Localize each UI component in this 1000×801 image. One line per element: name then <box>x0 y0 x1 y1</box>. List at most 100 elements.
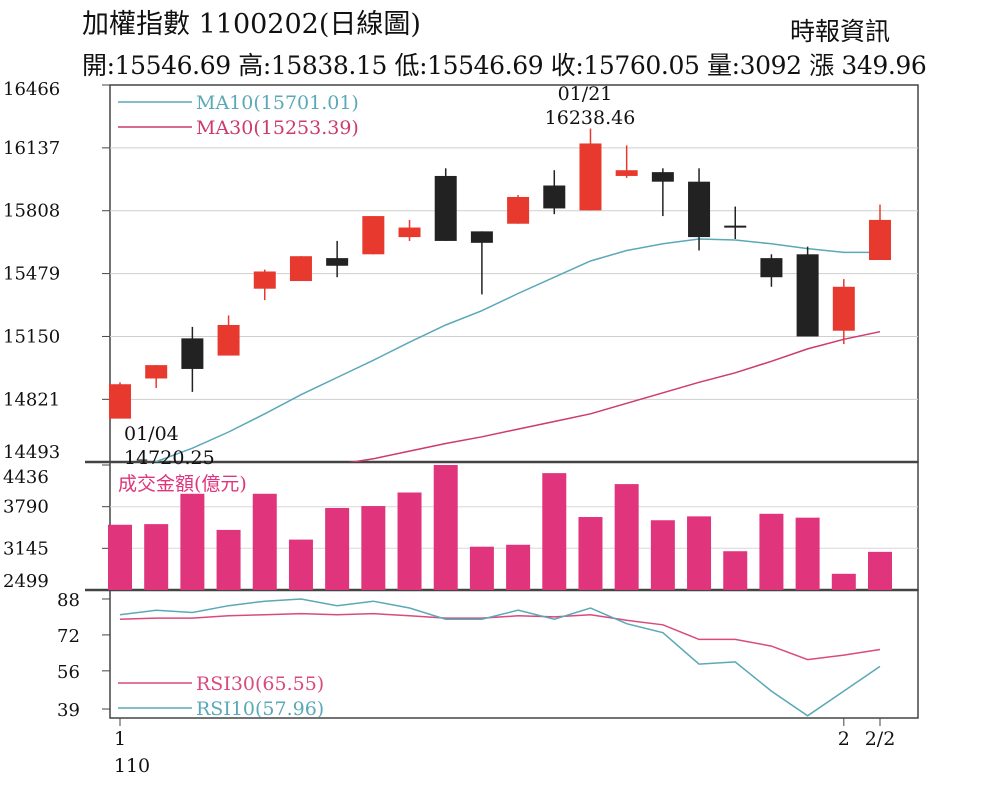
candle-body <box>434 175 457 241</box>
volume-bar <box>397 492 422 590</box>
candle-body <box>760 258 783 278</box>
candle-body <box>651 172 674 182</box>
volume-bar <box>687 516 712 590</box>
candle <box>181 326 204 392</box>
x-tick-label: 1 <box>114 728 126 750</box>
volume-bar <box>723 551 748 590</box>
volume-bar <box>144 524 169 590</box>
candle <box>217 315 240 356</box>
volume-bar <box>650 520 675 590</box>
candle <box>398 219 421 241</box>
price-tick-label: 15479 <box>3 264 60 285</box>
x-tick-label: 2 <box>838 728 850 750</box>
chart-title: 加權指數 1100202(日線圖) <box>82 9 421 40</box>
candle-body <box>362 216 385 255</box>
candle-body <box>615 170 638 176</box>
candle-body <box>109 384 131 419</box>
high-annotation-value: 16238.46 <box>545 107 636 129</box>
candle <box>869 204 891 261</box>
ma30-line <box>348 330 881 462</box>
ohlc-summary: 開:15546.69 高:15838.15 低:15546.69 收:15760… <box>82 51 927 80</box>
ma10-line <box>153 238 880 462</box>
ma30-legend-label: MA30(15253.39) <box>196 117 359 139</box>
candle <box>109 382 131 419</box>
candle-body <box>579 143 602 211</box>
volume-bar <box>252 493 277 590</box>
low-annotation-value: 14720.25 <box>124 447 215 469</box>
candle-body <box>289 256 312 282</box>
low-annotation-date: 01/04 <box>124 423 179 445</box>
volume-tick-label: 3790 <box>3 497 49 518</box>
candle <box>434 168 457 241</box>
candle <box>253 269 276 301</box>
candle <box>724 206 747 240</box>
volume-bar <box>180 493 205 590</box>
volume-bar <box>831 573 856 590</box>
candle-body <box>869 219 891 261</box>
candle-body <box>724 225 747 228</box>
volume-bar <box>759 513 784 590</box>
volume-bar <box>614 484 639 590</box>
candle-body <box>832 286 855 331</box>
ma10-legend-label: MA10(15701.01) <box>196 92 359 114</box>
high-annotation-date: 01/21 <box>558 83 613 105</box>
volume-bar <box>361 506 386 590</box>
volume-bar <box>216 529 241 590</box>
volume-bar <box>542 473 567 590</box>
price-tick-label: 14493 <box>3 442 60 463</box>
volume-tick-label: 3145 <box>3 538 49 559</box>
volume-bar <box>288 539 313 590</box>
candle <box>543 170 566 215</box>
volume-tick-label: 2499 <box>3 571 49 592</box>
candle <box>507 195 530 224</box>
candle-body <box>507 196 530 224</box>
candle <box>145 365 168 389</box>
candle <box>289 256 312 282</box>
candle <box>651 168 674 217</box>
source-label: 時報資訊 <box>790 17 891 46</box>
volume-bar <box>433 465 458 590</box>
candle <box>362 216 385 255</box>
candle <box>832 279 855 345</box>
rsi-tick-label: 72 <box>57 626 80 647</box>
candle-body <box>217 324 240 356</box>
price-tick-label: 15150 <box>3 326 60 347</box>
rsi-tick-label: 56 <box>57 662 80 683</box>
candle-body <box>543 185 566 209</box>
rsi10-legend-label: RSI10(57.96) <box>196 698 324 720</box>
price-tick-label: 16466 <box>3 79 60 100</box>
volume-bar <box>108 524 132 590</box>
x-tick-sublabel: 110 <box>114 755 150 777</box>
candle-body <box>796 254 819 337</box>
candle <box>326 240 349 278</box>
candle-body <box>253 271 276 289</box>
price-tick-label: 16137 <box>3 138 60 159</box>
volume-bar <box>578 517 603 590</box>
rsi-tick-label: 39 <box>57 700 80 721</box>
price-tick-label: 15808 <box>3 201 60 222</box>
rsi30-line <box>119 612 881 661</box>
volume-bar <box>506 544 531 590</box>
volume-title: 成交金額(億元) <box>118 473 247 495</box>
volume-bar <box>325 507 350 590</box>
candle-body <box>688 181 711 238</box>
volume-tick-label: 4436 <box>3 467 49 488</box>
price-tick-label: 14821 <box>3 389 60 410</box>
volume-bar <box>868 551 892 590</box>
candle <box>579 128 602 211</box>
candle <box>615 145 638 178</box>
volume-bar <box>469 546 494 590</box>
candle <box>470 231 493 295</box>
x-tick-label: 2/2 <box>865 728 896 750</box>
volume-bar <box>795 517 820 590</box>
rsi30-legend-label: RSI30(65.55) <box>196 673 324 695</box>
rsi-tick-label: 88 <box>57 590 80 611</box>
candle-body <box>145 365 168 379</box>
candle-body <box>398 227 421 238</box>
candle <box>688 168 711 251</box>
candle <box>760 254 783 287</box>
candle-body <box>470 231 493 243</box>
candle-body <box>326 258 349 266</box>
